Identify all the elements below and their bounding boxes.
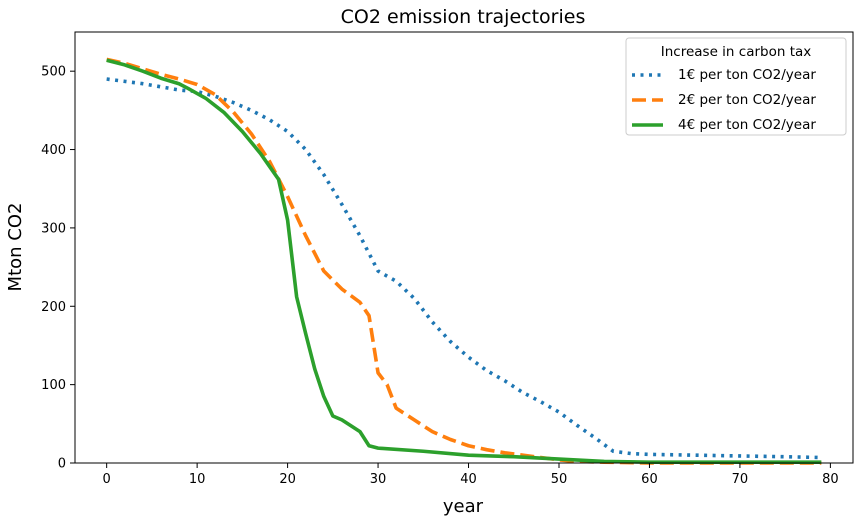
x-tick-label: 50 (551, 472, 568, 487)
y-tick-label: 300 (41, 221, 66, 236)
x-tick-label: 70 (732, 472, 749, 487)
x-tick-label: 30 (370, 472, 387, 487)
series-line-1 (106, 77, 822, 460)
x-tick-label: 40 (460, 472, 477, 487)
series-line-3 (106, 58, 822, 465)
x-axis-ticks: 0 10 20 30 40 50 60 70 80 (103, 463, 839, 487)
x-tick-label: 80 (822, 472, 839, 487)
x-tick-label: 20 (279, 472, 296, 487)
legend-items: 1€ per ton CO2/year 2€ per ton CO2/year 4€… (632, 67, 816, 133)
chart-title: CO2 emission trajectories (341, 6, 586, 28)
x-tick-label: 10 (189, 472, 206, 487)
legend-label-2: 2€ per ton CO2/year (678, 92, 816, 108)
legend-box (625, 37, 847, 136)
y-tick-label: 100 (41, 378, 66, 393)
y-axis-label: Mton CO2 (5, 203, 26, 292)
x-axis-label: year (443, 496, 484, 517)
y-tick-label: 200 (41, 300, 66, 315)
plot-frame (74, 31, 854, 464)
legend-label-1: 1€ per ton CO2/year (678, 67, 816, 83)
legend-label-3: 4€ per ton CO2/year (678, 117, 816, 133)
series-layer (106, 57, 822, 465)
y-axis-ticks: 0 100 200 300 400 500 (41, 65, 75, 472)
legend-title: Increase in carbon tax (661, 44, 812, 60)
legend: Increase in carbon tax 1€ per ton CO2/ye… (625, 37, 847, 136)
y-tick-label: 500 (41, 65, 66, 80)
y-tick-label: 400 (41, 143, 66, 158)
x-tick-label: 0 (103, 472, 111, 487)
x-tick-label: 60 (641, 472, 658, 487)
y-tick-label: 0 (58, 457, 66, 472)
